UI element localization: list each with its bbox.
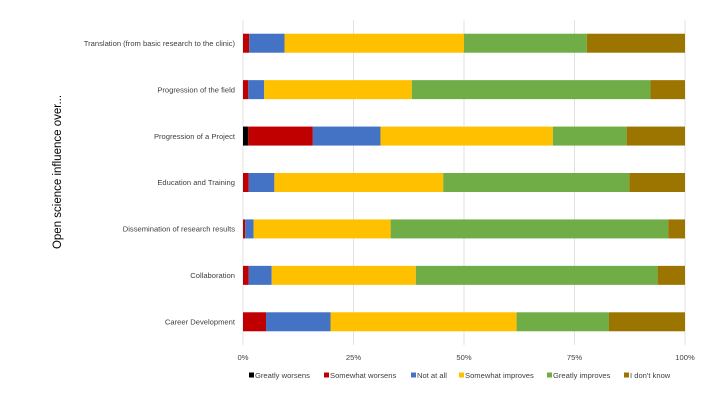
category-label: Translation (from basic research to the … bbox=[84, 39, 236, 48]
bars bbox=[243, 33, 685, 332]
legend-swatch bbox=[249, 372, 254, 378]
bar-segment bbox=[312, 126, 381, 146]
bar-segment bbox=[629, 173, 685, 192]
bar-segment bbox=[668, 219, 685, 239]
bar-segment bbox=[274, 173, 444, 192]
y-axis-title: Open science influence over... bbox=[52, 95, 64, 249]
bar-segment bbox=[253, 219, 391, 239]
legend-label: I don't know bbox=[630, 371, 671, 380]
bar-segment bbox=[248, 80, 265, 100]
bar-segment bbox=[243, 312, 266, 332]
x-tick-label: 50% bbox=[456, 353, 471, 362]
bar-segment bbox=[650, 80, 685, 100]
legend-label: Greatly worsens bbox=[255, 371, 310, 380]
category-label: Collaboration bbox=[190, 271, 235, 280]
legend-label: Somewhat improves bbox=[465, 371, 534, 380]
bar-segment bbox=[248, 173, 275, 192]
bar-segment bbox=[415, 265, 658, 285]
bar-segment bbox=[264, 80, 412, 100]
category-labels: Translation (from basic research to the … bbox=[84, 39, 236, 327]
bar-segment bbox=[330, 312, 517, 332]
legend-label: Greatly improves bbox=[553, 371, 611, 380]
legend-swatch bbox=[624, 372, 629, 378]
bar-segment bbox=[249, 33, 285, 53]
legend-swatch bbox=[459, 372, 464, 378]
category-label: Progression of the field bbox=[157, 85, 235, 94]
bar-segment bbox=[552, 126, 627, 146]
bar-segment bbox=[243, 126, 249, 146]
legend-label: Somewhat worsens bbox=[330, 371, 396, 380]
bar-segment bbox=[586, 33, 685, 53]
legend-swatch bbox=[411, 372, 416, 378]
category-label: Progression of a Project bbox=[154, 132, 236, 141]
x-tick-label: 0% bbox=[238, 353, 249, 362]
bar-segment bbox=[248, 265, 272, 285]
bar-segment bbox=[243, 265, 249, 285]
legend-swatch bbox=[547, 372, 552, 378]
bar-segment bbox=[657, 265, 685, 285]
bar-segment bbox=[243, 33, 250, 53]
x-tick-label: 75% bbox=[567, 353, 582, 362]
bar-segment bbox=[390, 219, 669, 239]
bar-segment bbox=[271, 265, 416, 285]
x-tick-labels: 0% 25% 50% 75% 100% bbox=[238, 353, 695, 362]
bar-segment bbox=[243, 80, 249, 100]
bar-segment bbox=[464, 33, 587, 53]
bar-segment bbox=[411, 80, 651, 100]
bar-segment bbox=[284, 33, 464, 53]
bar-segment bbox=[265, 312, 331, 332]
category-label: Career Development bbox=[165, 317, 236, 326]
bar-segment bbox=[245, 219, 254, 239]
bar-segment bbox=[243, 219, 246, 239]
bar-segment bbox=[380, 126, 553, 146]
legend: Greatly worsens Somewhat worsens Not at al… bbox=[249, 371, 671, 380]
bar-segment bbox=[626, 126, 685, 146]
bar-segment bbox=[248, 126, 313, 146]
legend-swatch bbox=[324, 372, 329, 378]
category-label: Education and Training bbox=[157, 178, 235, 187]
bar-segment bbox=[243, 173, 249, 192]
bar-segment bbox=[443, 173, 630, 192]
x-tick-label: 100% bbox=[675, 353, 695, 362]
bar-segment bbox=[608, 312, 685, 332]
category-label: Dissemination of research results bbox=[123, 225, 235, 234]
bar-segment bbox=[516, 312, 609, 332]
x-tick-label: 25% bbox=[346, 353, 361, 362]
legend-label: Not at all bbox=[417, 371, 447, 380]
